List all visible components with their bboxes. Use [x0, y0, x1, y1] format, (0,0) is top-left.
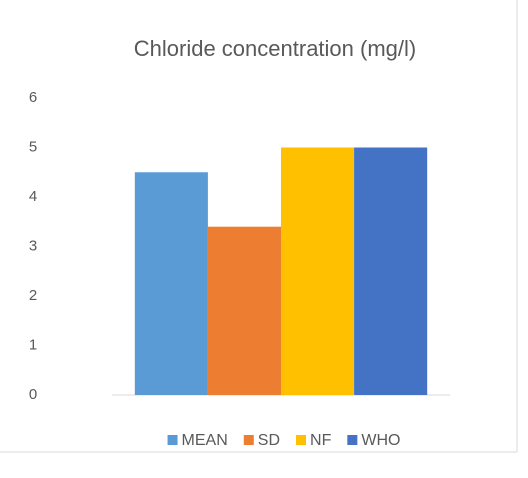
legend-label: MEAN — [182, 432, 228, 449]
legend-swatch — [243, 435, 254, 445]
legend-swatch — [167, 435, 178, 445]
y-tick-label: 5 — [29, 138, 37, 155]
y-tick-label: 1 — [29, 336, 37, 353]
y-tick-label: 4 — [29, 188, 37, 205]
legend-label: WHO — [361, 432, 400, 449]
legend-label: NF — [310, 432, 332, 449]
y-tick-label: 3 — [29, 237, 37, 254]
chart-title: Chloride concentration (mg/l) — [134, 36, 416, 61]
legend-swatch — [296, 435, 307, 445]
y-tick-label: 2 — [29, 287, 37, 304]
bar — [134, 172, 208, 395]
y-tick-label: 6 — [29, 89, 37, 106]
y-tick-label: 0 — [29, 386, 37, 403]
bar — [354, 147, 428, 395]
bar — [281, 147, 355, 395]
legend-label: SD — [258, 432, 280, 449]
legend-swatch — [347, 435, 358, 445]
bar — [207, 226, 281, 395]
